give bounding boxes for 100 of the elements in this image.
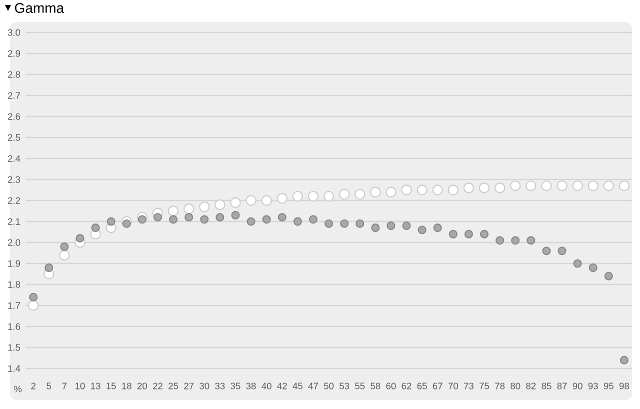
point (246, 217, 256, 226)
point (308, 190, 319, 202)
point (464, 230, 473, 238)
point (278, 213, 286, 222)
y-tick-label: 1.7 (8, 302, 20, 309)
point (199, 201, 210, 212)
y-tick-label: 2.6 (8, 113, 20, 120)
point (356, 219, 364, 228)
x-tick-label: 15 (106, 382, 116, 390)
point (448, 184, 459, 196)
point (138, 215, 146, 224)
x-tick-label: 78 (495, 382, 505, 390)
point (603, 180, 614, 192)
point (308, 215, 318, 224)
point (214, 199, 226, 210)
point (262, 215, 271, 224)
x-tick-label: 33 (215, 382, 225, 390)
point (246, 195, 256, 206)
x-tick-label: 98 (619, 382, 630, 390)
x-tick-label: 87 (557, 382, 567, 390)
point (276, 193, 288, 204)
point (44, 263, 54, 272)
point (386, 221, 396, 230)
point (511, 236, 520, 245)
point (401, 184, 412, 196)
point (526, 236, 536, 245)
point (323, 190, 334, 202)
x-tick-label: 80 (510, 382, 520, 390)
point (200, 215, 209, 224)
point (153, 213, 162, 222)
x-tick-label: 65 (417, 382, 427, 390)
point (231, 210, 240, 220)
point (261, 195, 272, 206)
x-tick-label: 62 (402, 382, 412, 390)
y-tick-label: 1.6 (8, 323, 20, 330)
point (480, 230, 489, 238)
x-tick-label: 45 (292, 382, 302, 390)
y-tick-label: 2.0 (8, 239, 20, 246)
x-tick-label: 40 (262, 382, 272, 390)
x-tick-label: 10 (76, 382, 85, 390)
point (292, 190, 304, 202)
x-tick-label: 53 (340, 382, 350, 390)
y-tick-label: 1.9 (8, 260, 20, 267)
x-tick-label: 30 (200, 382, 210, 390)
point (183, 204, 194, 214)
x-tick-label: 70 (448, 382, 458, 390)
point (340, 219, 349, 228)
point (370, 186, 381, 198)
point (416, 184, 428, 196)
x-axis-title: % (14, 386, 22, 392)
y-tick-label: 2.7 (8, 92, 20, 99)
point (433, 224, 442, 232)
point (324, 219, 334, 228)
x-tick-label: 58 (370, 382, 380, 390)
point (184, 213, 194, 222)
x-tick-label: 90 (572, 382, 582, 390)
point (588, 263, 598, 272)
point (478, 182, 490, 194)
point (448, 230, 458, 238)
point (122, 219, 131, 228)
x-tick-label: 73 (464, 382, 474, 390)
point (541, 180, 552, 192)
point (91, 224, 100, 232)
point (463, 182, 474, 194)
chart-title: Gamma (14, 3, 64, 13)
point (418, 226, 426, 234)
point (558, 246, 566, 256)
x-tick-label: 95 (604, 382, 614, 390)
y-tick-label: 2.9 (8, 50, 20, 57)
point (106, 217, 116, 226)
x-tick-label: 18 (122, 382, 132, 390)
point (402, 221, 411, 230)
x-tick-label: 60 (386, 382, 396, 390)
point (573, 259, 582, 268)
point (604, 272, 613, 280)
point (216, 213, 224, 222)
point (496, 236, 504, 245)
x-tick-label: 55 (355, 382, 365, 390)
x-tick-label: 20 (137, 382, 148, 390)
point (542, 246, 551, 256)
x-tick-label: 82 (526, 382, 536, 390)
point (28, 300, 39, 311)
x-tick-label: 25 (168, 382, 178, 390)
y-tick-label: 2.4 (8, 155, 20, 162)
point (354, 188, 366, 200)
x-tick-label: 27 (184, 382, 194, 390)
y-tick-label: 3.0 (8, 29, 20, 36)
x-tick-label: 47 (308, 382, 318, 390)
x-tick-label: 93 (588, 382, 598, 390)
y-tick-label: 1.8 (8, 281, 20, 288)
y-tick-label: 2.3 (8, 176, 20, 183)
y-tick-label: 2.8 (8, 71, 20, 78)
point (386, 186, 396, 198)
point (29, 292, 38, 302)
point (59, 250, 70, 260)
x-tick-label: 50 (324, 382, 334, 390)
x-tick-label: 22 (152, 382, 162, 390)
point (76, 234, 84, 243)
x-tick-label: 42 (277, 382, 287, 390)
x-tick-label: 7 (62, 382, 67, 390)
